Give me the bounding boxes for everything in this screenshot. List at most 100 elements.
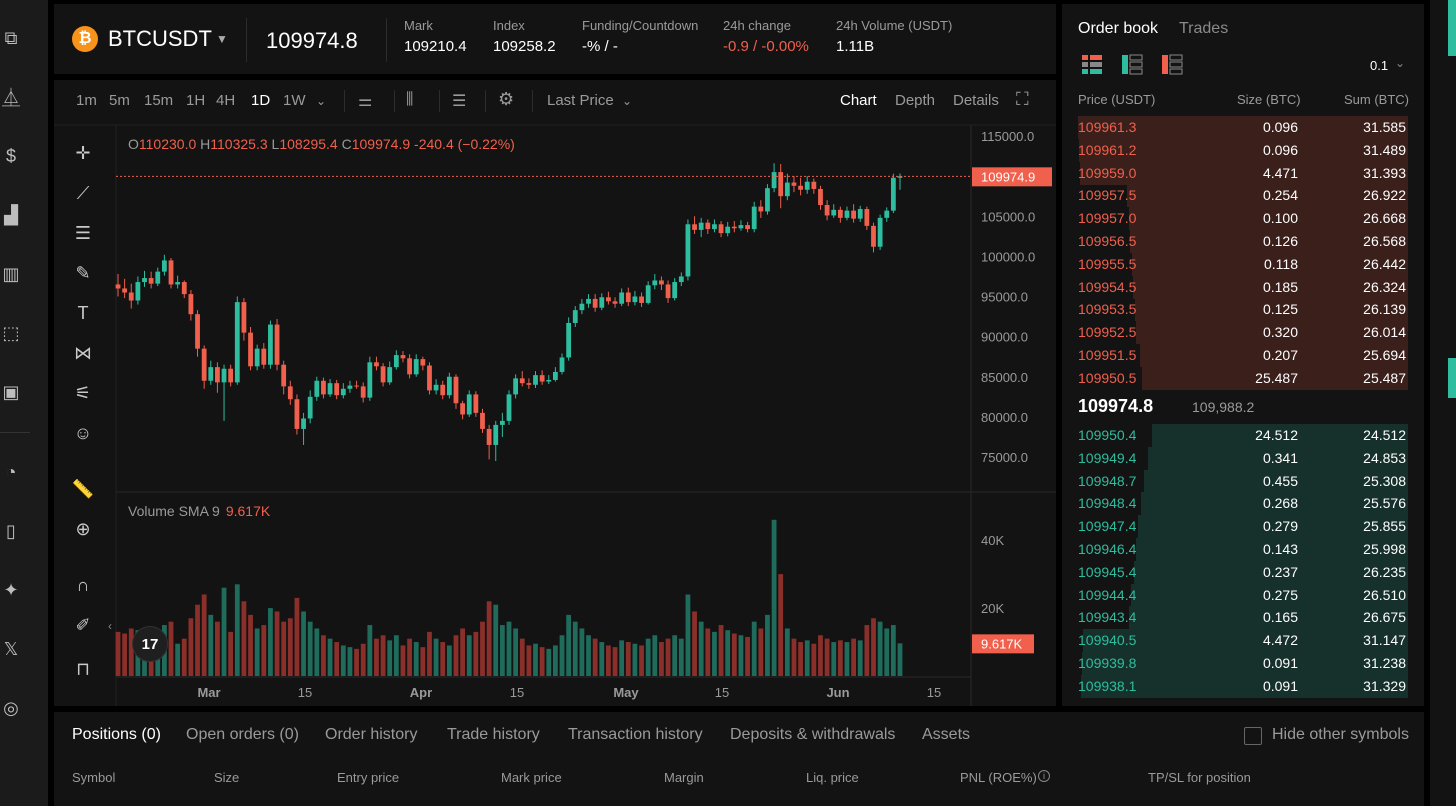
bid-row[interactable]: 109946.4 0.143 25.998 <box>1078 538 1408 561</box>
ruler-icon[interactable]: 📏 <box>71 478 95 499</box>
crosshair-icon[interactable]: ✛ <box>75 142 91 163</box>
tab-trade-history[interactable]: Trade history <box>447 726 540 743</box>
interval-4h[interactable]: 4H <box>216 92 236 109</box>
ask-row[interactable]: 109959.0 4.471 31.393 <box>1078 161 1408 185</box>
podium-icon[interactable]: ▟ <box>4 204 18 225</box>
tab-trades[interactable]: Trades <box>1179 20 1229 37</box>
x-logo-icon[interactable]: 𝕏 <box>3 638 19 659</box>
ask-row[interactable]: 109953.5 0.125 26.139 <box>1078 298 1408 322</box>
symbol-selector[interactable]: BTCUSDT <box>108 26 212 51</box>
info-icon[interactable]: i <box>1038 770 1050 782</box>
tab-order-history[interactable]: Order history <box>325 726 418 743</box>
ask-row[interactable]: 109951.5 0.207 25.694 <box>1078 344 1408 367</box>
chevron-down-icon[interactable]: ⌄ <box>622 94 633 108</box>
h-label: H <box>200 136 211 152</box>
bid-row[interactable]: 109939.8 0.091 31.238 <box>1078 652 1408 675</box>
interval-15m[interactable]: 15m <box>144 92 174 109</box>
bid-row[interactable]: 109938.1 0.091 31.329 <box>1078 674 1408 698</box>
tradingview-logo[interactable]: 17 <box>132 626 168 662</box>
fullscreen-icon[interactable]: ⛶ <box>1016 89 1029 109</box>
zoom-in-icon[interactable]: ⊕ <box>75 518 91 539</box>
both-sides-view-icon[interactable] <box>1082 54 1104 76</box>
bid-row[interactable]: 109947.4 0.279 25.855 <box>1078 515 1408 539</box>
chevron-down-icon[interactable]: ⌄ <box>316 94 327 108</box>
asks-only-view-icon[interactable] <box>1162 54 1184 76</box>
unlock-icon[interactable]: ⊓ <box>75 658 91 679</box>
price-type-selector[interactable]: Last Price <box>547 92 614 109</box>
bid-row[interactable]: 109943.4 0.165 26.675 <box>1078 606 1408 630</box>
stat-value: 109210.4 <box>404 38 467 55</box>
bid-row[interactable]: 109950.4 24.512 24.512 <box>1078 424 1408 447</box>
lock-drawing-icon[interactable]: ✐ <box>75 614 91 635</box>
volume-tag-label: 9.617K <box>981 636 1023 651</box>
tab-deposits-withdrawals[interactable]: Deposits & withdrawals <box>730 726 896 743</box>
document-icon[interactable]: ▯ <box>6 520 16 541</box>
tab-transaction-history[interactable]: Transaction history <box>568 726 703 743</box>
hide-other-symbols-checkbox[interactable] <box>1244 727 1262 745</box>
collapse-toolbar-icon[interactable]: ‹ <box>108 619 112 633</box>
order-button-edge[interactable] <box>1448 358 1456 398</box>
trendline-icon[interactable]: ⟋ <box>76 182 90 203</box>
interval-1h[interactable]: 1H <box>186 92 206 109</box>
ask-row[interactable]: 109950.5 25.487 25.487 <box>1078 366 1408 390</box>
candle-type-icon[interactable]: ⫼ <box>406 91 414 108</box>
caret-down-icon[interactable]: ▼ <box>216 32 228 46</box>
ask-row[interactable]: 109956.5 0.126 26.568 <box>1078 230 1408 253</box>
fib-icon[interactable]: ⚟ <box>74 382 92 403</box>
interval-1m[interactable]: 1m <box>76 92 97 109</box>
price-tick-label: 95000.0 <box>981 290 1028 305</box>
bid-row[interactable]: 109948.7 0.455 25.308 <box>1078 469 1408 493</box>
bid-row[interactable]: 109945.4 0.237 26.235 <box>1078 560 1408 584</box>
tab-open-orders[interactable]: Open orders (0) <box>186 726 299 743</box>
indicator-settings-icon[interactable]: ⚌ <box>358 93 373 110</box>
ask-row[interactable]: 109961.3 0.096 31.585 <box>1078 116 1408 139</box>
flask-icon[interactable]: ⏅ <box>2 88 20 108</box>
bids-only-view-icon[interactable] <box>1122 54 1144 76</box>
price-tick-label: 115000.0 <box>981 129 1034 144</box>
indicators-icon[interactable]: ☰ <box>452 93 467 110</box>
close-value: 109974.9 <box>351 136 411 152</box>
portfolio-icon[interactable]: ⧉ <box>4 27 18 48</box>
bid-row[interactable]: 109944.4 0.275 26.510 <box>1078 583 1408 607</box>
globe-icon[interactable]: ◎ <box>3 697 19 718</box>
ask-row[interactable]: 109957.0 0.100 26.668 <box>1078 207 1408 231</box>
order-sum: 24.512 <box>1363 427 1406 443</box>
pattern-icon[interactable]: ⋈ <box>74 342 92 363</box>
ask-row[interactable]: 109954.5 0.185 26.324 <box>1078 275 1408 299</box>
smiley-icon[interactable]: ☺ <box>73 422 93 443</box>
brush-icon[interactable]: ✎ <box>75 262 91 283</box>
ask-row[interactable]: 109957.5 0.254 26.922 <box>1078 184 1408 208</box>
gift-icon[interactable]: ▣ <box>2 381 20 402</box>
pie-icon[interactable]: ◔ <box>5 461 17 482</box>
chevron-down-icon[interactable]: ⌄ <box>1395 56 1406 70</box>
gear-icon[interactable]: ⚙ <box>498 89 515 109</box>
text-icon[interactable]: T <box>77 302 89 323</box>
tab-chart[interactable]: Chart <box>840 92 877 109</box>
stat-label: 24h change <box>723 18 791 33</box>
divider <box>246 18 247 62</box>
sparkle-icon[interactable]: ✦ <box>3 579 19 600</box>
tab-positions[interactable]: Positions (0) <box>72 726 161 743</box>
horizontal-lines-icon[interactable]: ☰ <box>74 222 92 243</box>
tab-depth[interactable]: Depth <box>895 92 936 109</box>
tab-assets[interactable]: Assets <box>922 726 971 743</box>
bid-row[interactable]: 109940.5 4.472 31.147 <box>1078 629 1408 653</box>
tab-details[interactable]: Details <box>953 92 999 109</box>
bid-row[interactable]: 109948.4 0.268 25.576 <box>1078 492 1408 516</box>
hide-other-symbols-label[interactable]: Hide other symbols <box>1272 726 1409 743</box>
order-price: 109957.5 <box>1078 187 1137 204</box>
ask-row[interactable]: 109961.2 0.096 31.489 <box>1078 138 1408 162</box>
precision-selector[interactable]: 0.1 <box>1370 58 1389 73</box>
bid-row[interactable]: 109949.4 0.341 24.853 <box>1078 446 1408 470</box>
ask-row[interactable]: 109952.5 0.320 26.014 <box>1078 321 1408 345</box>
line-chart-icon[interactable]: ⬚ <box>2 322 20 343</box>
interval-1w[interactable]: 1W <box>283 92 306 109</box>
dollar-icon[interactable]: $ <box>5 145 16 166</box>
magnet-icon[interactable]: ∩ <box>76 574 90 595</box>
price-chart[interactable]: 115000.0110000.0105000.0100000.095000.09… <box>54 80 1056 706</box>
tab-order-book[interactable]: Order book <box>1078 20 1159 37</box>
ask-row[interactable]: 109955.5 0.118 26.442 <box>1078 252 1408 276</box>
interval-1d[interactable]: 1D <box>251 92 271 109</box>
interval-5m[interactable]: 5m <box>109 92 130 109</box>
bar-chart-icon[interactable]: ▥ <box>2 263 20 284</box>
